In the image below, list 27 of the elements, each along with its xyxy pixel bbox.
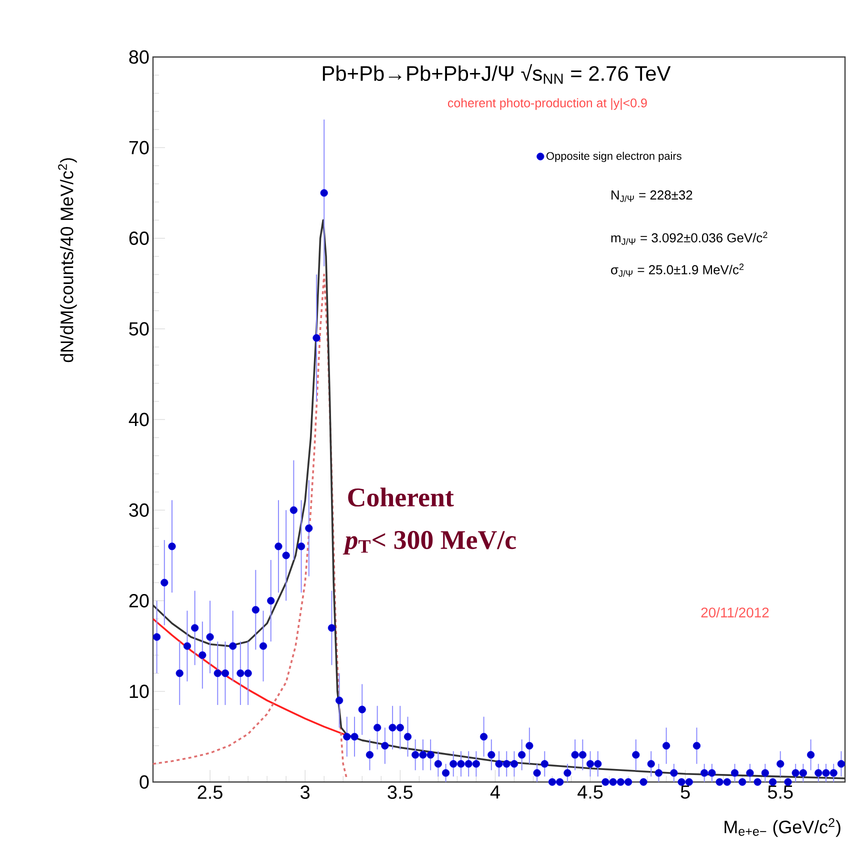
- chart-title: Pb+Pb→Pb+Pb+J/Ψ √s$_{NN}$ = 2.76 TeV: [322, 64, 671, 84]
- annotation: m$_{J/Ψ}$ = 3.092±0.036 GeV/c$^{2}$: [611, 232, 768, 245]
- annotation: p$_{T}$< 300 MeV/c: [342, 530, 516, 555]
- y-tick-label: 10: [130, 684, 149, 698]
- annotation: Coherent: [348, 488, 454, 507]
- y-tick-label: 30: [129, 503, 149, 517]
- x-tick-label: 4.5: [578, 786, 603, 799]
- y-tick-label: 0: [140, 775, 149, 789]
- text: coherent photo-production at |y|<0.9: [448, 98, 647, 110]
- annotation: N$_{J/Ψ}$ = 228±32: [612, 190, 692, 202]
- x-tick-label: 5.5: [768, 786, 793, 799]
- y-tick-label: 60: [129, 232, 149, 245]
- y-tick-label: 80: [129, 50, 149, 64]
- y-axis-title: dN/dM(counts/40 MeV/c$^{2}$): [58, 158, 77, 362]
- x-tick-label: 5: [680, 786, 690, 799]
- legend-label: Opposite sign electron pairs: [546, 152, 682, 162]
- annotation: σ$_{J/Ψ}$ = 25.0±1.9 MeV/c$^{2}$: [611, 264, 744, 277]
- y-tick-label: 20: [129, 594, 149, 608]
- y-tick-label: 70: [129, 140, 149, 154]
- x-tick-label: 2.5: [198, 786, 222, 799]
- x-tick-label: 3: [300, 786, 310, 799]
- x-axis-title: M$_{e+e−}$ (GeV/c$^{2}$): [724, 818, 840, 837]
- x-tick-label: 3.5: [388, 786, 413, 799]
- y-tick-label: 40: [128, 412, 149, 426]
- annotation: 20/11/2012: [701, 607, 769, 618]
- y-tick-label: 50: [129, 322, 149, 336]
- x-tick-label: 4: [490, 786, 500, 799]
